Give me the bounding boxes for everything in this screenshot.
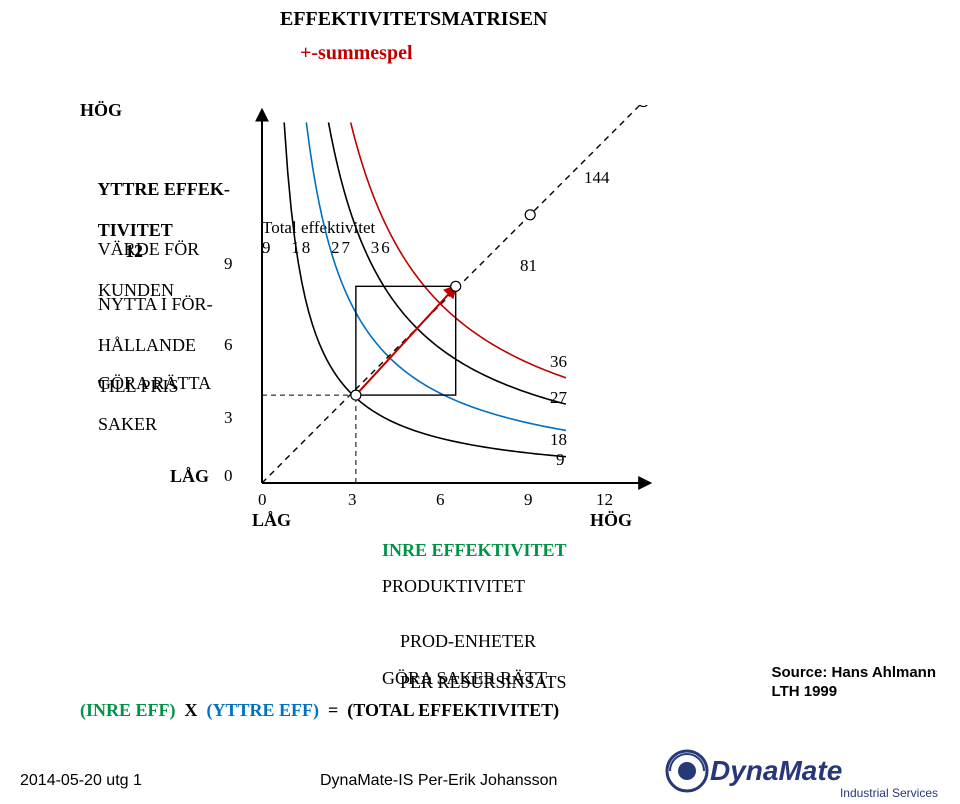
source-label: Source: Hans Ahlmann LTH 1999 xyxy=(772,664,936,702)
chart-svg xyxy=(240,105,670,505)
formula-x: X xyxy=(185,700,198,720)
y-tick-9: 9 xyxy=(224,254,233,274)
title-sub: +-summespel xyxy=(300,42,413,65)
inre-eff-label: INRE EFFEKTIVITET xyxy=(382,540,567,561)
logo-word: DynaMate xyxy=(710,755,842,787)
page: EFFEKTIVITETSMATRISEN +-summespel HÖG YT… xyxy=(0,0,960,804)
footer-center: DynaMate-IS Per-Erik Johansson xyxy=(320,772,557,790)
formula-yttre: (YTTRE EFF) xyxy=(207,700,320,720)
footer-left: 2014-05-20 utg 1 xyxy=(20,772,142,790)
formula-eq: = xyxy=(328,700,338,720)
y-tick-3: 3 xyxy=(224,408,233,428)
logo-icon xyxy=(664,748,710,794)
formula-total: (TOTAL EFFEKTIVITET) xyxy=(347,700,559,720)
logo: DynaMate Industrial Services xyxy=(664,742,944,800)
formula-inre: (INRE EFF) xyxy=(80,700,176,720)
gora-label: GÖRA RÄTTA SAKER xyxy=(80,352,211,455)
y-low-label: LÅG xyxy=(170,466,209,487)
logo-sub: Industrial Services xyxy=(840,786,938,800)
y-high-label: HÖG xyxy=(80,100,122,121)
y-tick-6: 6 xyxy=(224,335,233,355)
x-low-label: LÅG xyxy=(252,510,291,531)
x-high-label: HÖG xyxy=(590,510,632,531)
prod-enheter-label: PROD-ENHETER PER RESURSINSATS xyxy=(382,610,567,713)
produktivitet-label: PRODUKTIVITET xyxy=(382,576,525,597)
yttre-l1: YTTRE EFFEK- xyxy=(97,179,230,199)
y-tick-0: 0 xyxy=(224,466,233,486)
title-main: EFFEKTIVITETSMATRISEN xyxy=(280,8,547,31)
gora-saker-label: GÖRA SAKER RÄTT xyxy=(382,668,547,689)
formula: (INRE EFF) X (YTTRE EFF) = (TOTAL EFFEKT… xyxy=(80,700,559,721)
